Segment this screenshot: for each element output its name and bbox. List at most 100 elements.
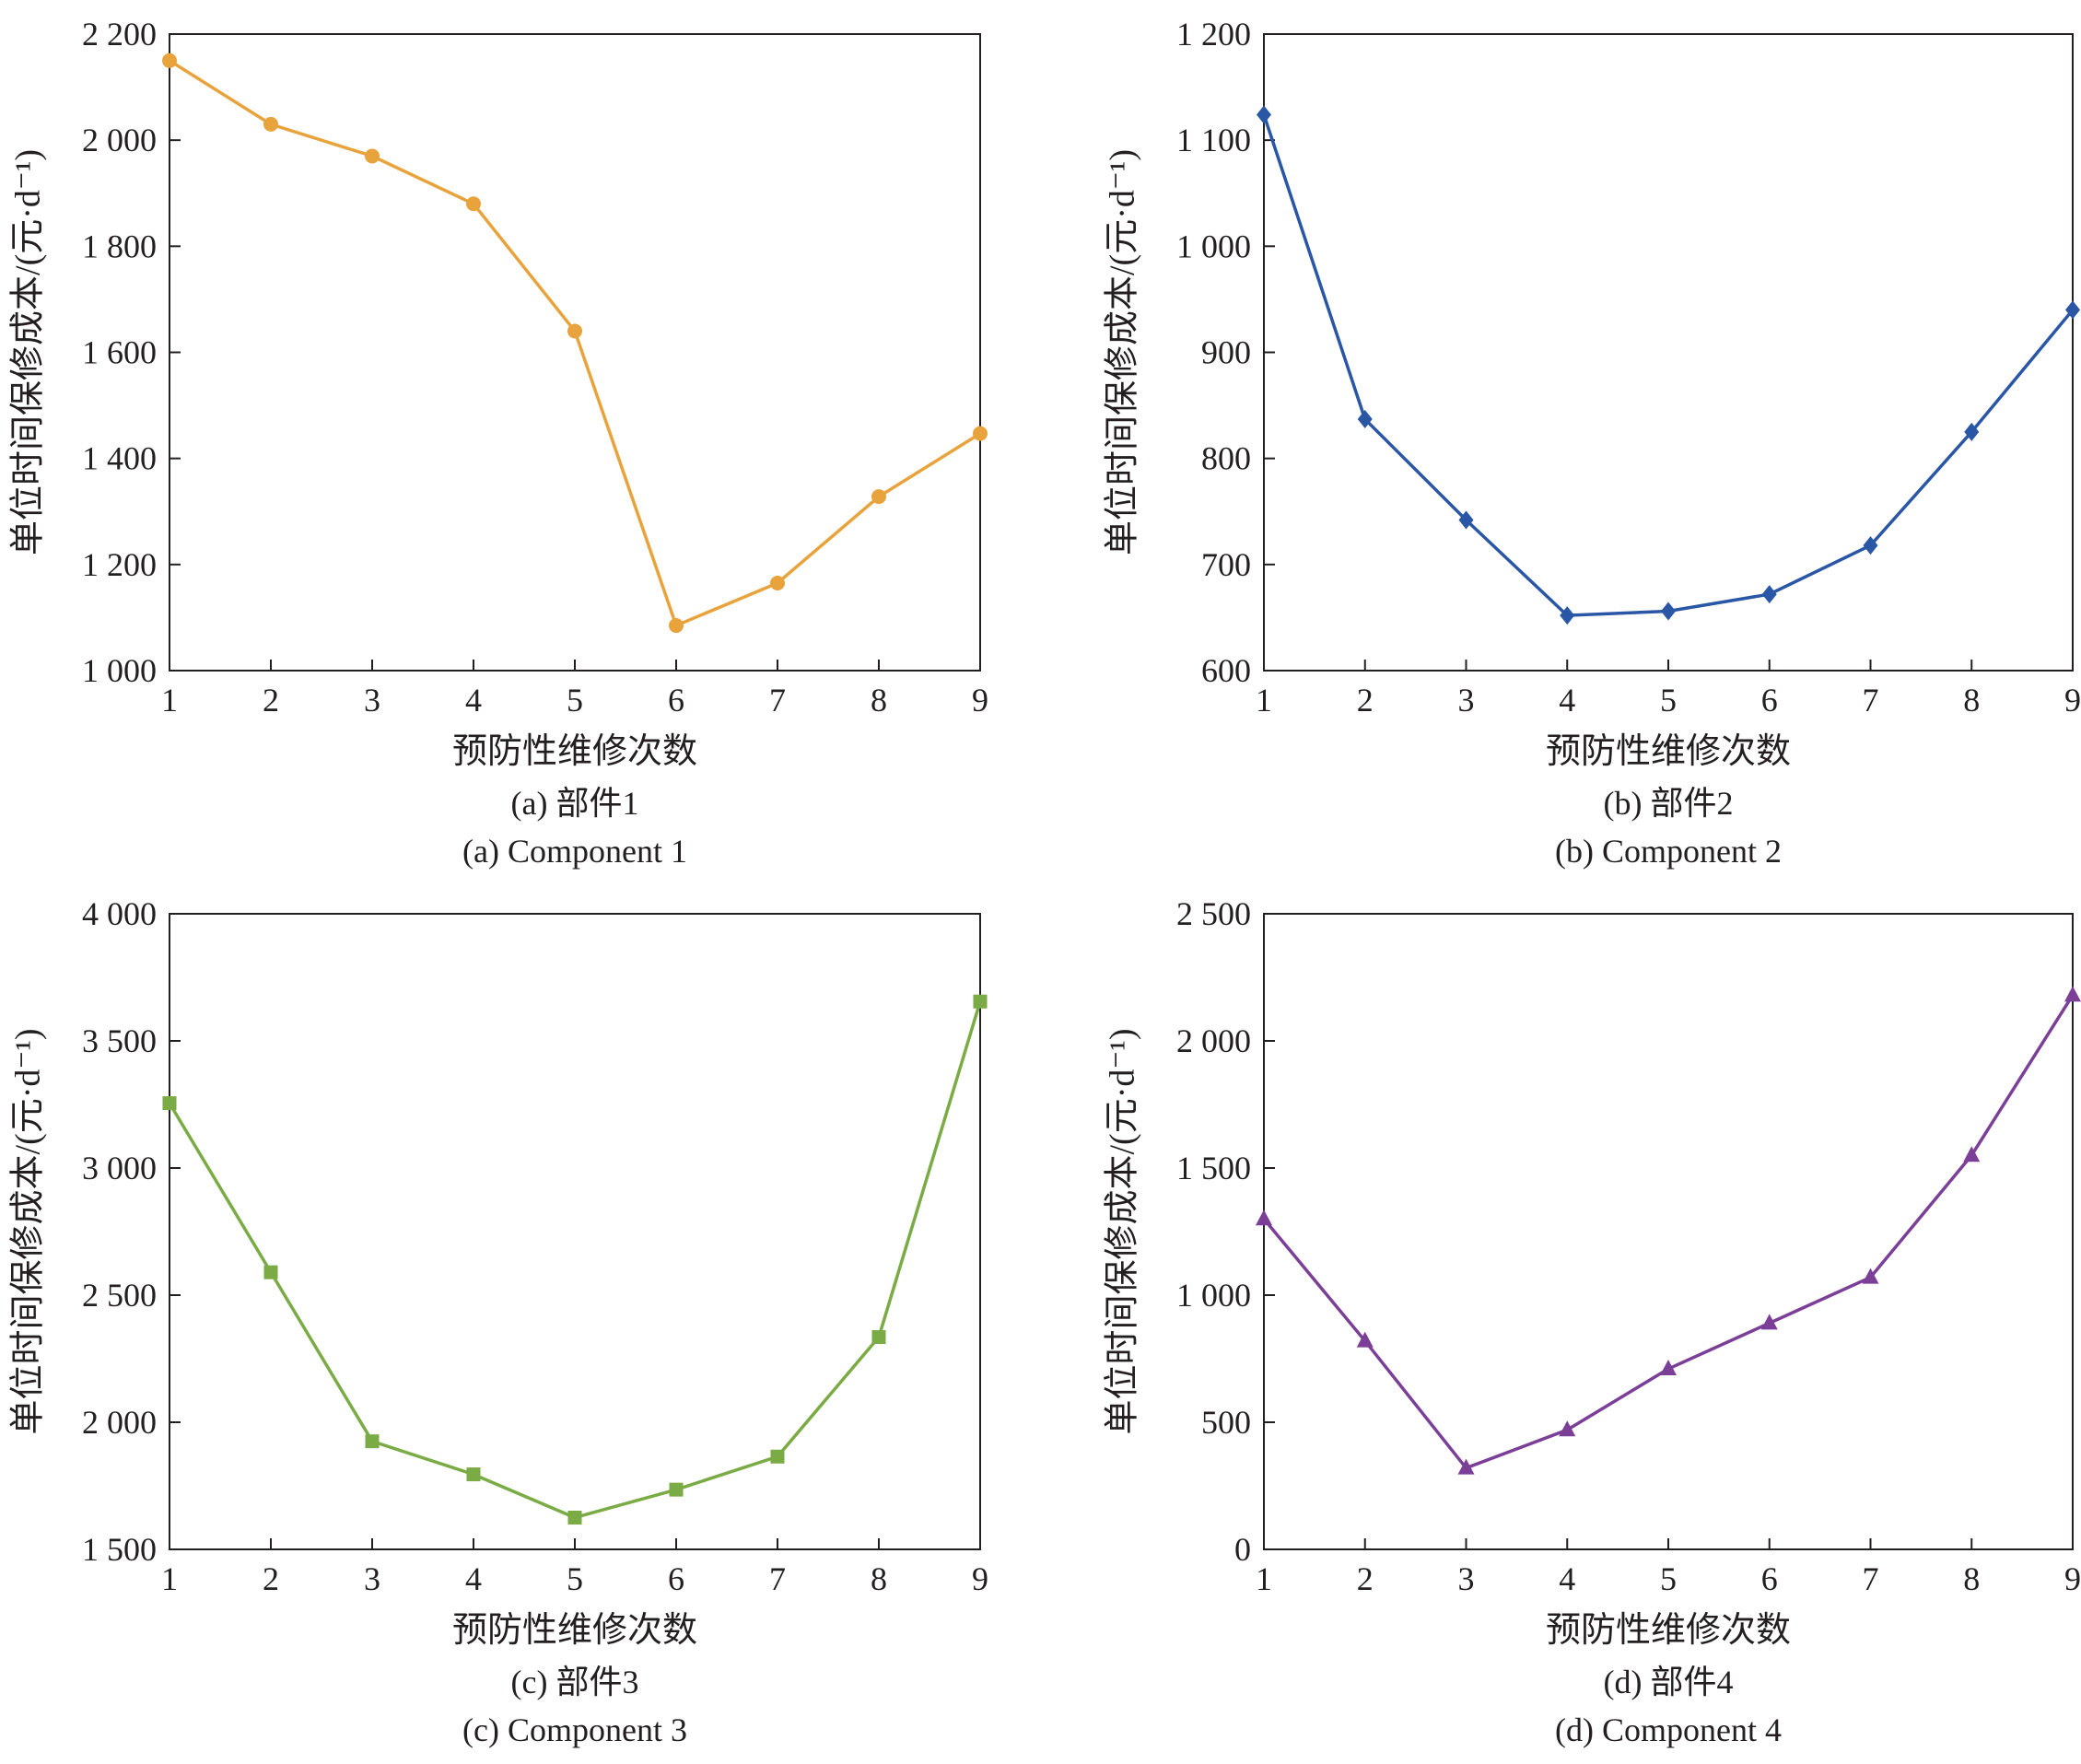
data-point (263, 116, 278, 132)
data-point (1458, 510, 1474, 530)
y-axis-label: 单位时间保修成本/(元·d⁻¹) (9, 1029, 48, 1435)
data-point (1760, 1314, 1778, 1330)
data-point (1357, 410, 1373, 429)
x-tick-label: 4 (465, 1560, 482, 1597)
x-tick-label: 4 (1559, 682, 1575, 718)
x-tick-label: 1 (1256, 682, 1272, 718)
caption-en: (b) Component 2 (1555, 833, 1782, 870)
x-tick-label: 4 (1559, 1560, 1575, 1597)
data-point (770, 1449, 785, 1464)
data-point (770, 575, 785, 590)
y-tick-label: 2 500 (82, 1277, 157, 1314)
x-tick-label: 2 (1357, 682, 1374, 718)
y-axis-label: 单位时间保修成本/(元·d⁻¹) (1104, 149, 1142, 555)
data-point (1660, 1360, 1677, 1376)
y-tick-label: 2 000 (82, 122, 157, 158)
plot-frame (169, 913, 981, 1550)
y-tick-label: 1 500 (82, 1531, 157, 1568)
data-point (567, 1511, 582, 1525)
y-tick-label: 700 (1201, 546, 1251, 583)
chart-panel-2: 600 700 800 900 1 000 1 100 1 200 1 2 3 4 5 6 7 8 9 单位时间… (1104, 16, 2081, 870)
data-point (466, 196, 481, 212)
y-tick-label: 1 500 (1176, 1150, 1251, 1186)
y-tick-label: 3 000 (82, 1150, 157, 1186)
x-tick-label: 7 (1863, 1560, 1879, 1597)
data-point (1863, 536, 1878, 555)
x-tick-label: 6 (668, 1560, 684, 1597)
x-tick-label: 7 (769, 682, 786, 718)
data-point (871, 1330, 886, 1345)
y-tick-label: 1 000 (1176, 1277, 1251, 1314)
x-tick-label: 5 (567, 1560, 583, 1597)
chart-panel-4: 0 500 1 000 1 500 2 000 2 500 1 2 3 4 5 6 7 8 9 单位时间保修成… (1104, 895, 2081, 1748)
y-tick-label: 4 000 (82, 895, 157, 932)
caption-cn: (c) 部件3 (511, 1664, 639, 1700)
data-point (1862, 1268, 1879, 1284)
data-point (1356, 1331, 1374, 1348)
y-tick-label: 2 000 (1176, 1022, 1251, 1059)
data-point (263, 1265, 278, 1279)
x-tick-label: 5 (1660, 1560, 1677, 1597)
x-axis-label: 预防性维修次数 (452, 1611, 697, 1650)
y-tick-label: 1 000 (1176, 228, 1251, 264)
data-point (1963, 1146, 1981, 1162)
y-tick-label: 2 200 (82, 16, 157, 53)
x-tick-label: 9 (2064, 682, 2081, 718)
data-point (162, 1096, 177, 1111)
x-tick-label: 6 (1761, 682, 1778, 718)
data-point (1257, 105, 1271, 124)
y-tick-label: 1 200 (82, 546, 157, 583)
series-line (1262, 994, 2075, 1470)
data-point (1761, 585, 1777, 604)
y-tick-label: 1 100 (1176, 122, 1251, 158)
x-tick-label: 2 (263, 1560, 279, 1597)
data-point (1661, 602, 1676, 621)
chart-panel-1: 1 000 1 200 1 400 1 600 1 800 2 000 2 200 1 2 3 4 5… (9, 16, 988, 870)
y-tick-label: 2 000 (82, 1404, 157, 1441)
series-line (1262, 113, 2075, 617)
x-tick-label: 3 (364, 682, 380, 718)
x-axis-label: 预防性维修次数 (1546, 1611, 1791, 1650)
data-point (973, 426, 988, 441)
caption-cn: (d) 部件4 (1604, 1664, 1734, 1700)
plot-frame (1263, 33, 2074, 672)
data-point (2065, 300, 2080, 320)
data-point (1560, 606, 1575, 625)
y-tick-label: 1 000 (82, 652, 157, 689)
x-tick-label: 6 (668, 682, 684, 718)
series-line (169, 59, 981, 628)
y-tick-label: 800 (1201, 440, 1251, 477)
y-tick-label: 1 800 (82, 228, 157, 264)
series-line (168, 1000, 982, 1520)
data-point (365, 1434, 380, 1449)
x-tick-label: 9 (972, 1560, 988, 1597)
plot-frame (1263, 913, 2074, 1550)
x-tick-label: 5 (567, 682, 583, 718)
y-tick-label: 1 600 (82, 334, 157, 371)
caption-en: (d) Component 4 (1555, 1711, 1782, 1748)
y-tick-label: 3 500 (82, 1022, 157, 1059)
y-tick-label: 1 200 (1176, 16, 1251, 53)
chart-panel-3: 1 500 2 000 2 500 3 000 3 500 4 000 1 2 3 4 5 6 7 8 9 单… (9, 895, 988, 1748)
data-point (1964, 422, 1980, 441)
x-tick-label: 5 (1660, 682, 1677, 718)
x-tick-label: 6 (1761, 1560, 1778, 1597)
data-point (466, 1467, 481, 1482)
data-point (162, 53, 177, 68)
x-tick-label: 9 (972, 682, 988, 718)
data-point (1256, 1209, 1272, 1226)
data-point (669, 618, 684, 634)
x-tick-label: 8 (871, 682, 887, 718)
x-tick-label: 1 (161, 682, 178, 718)
x-tick-label: 3 (364, 1560, 380, 1597)
y-tick-label: 1 400 (82, 440, 157, 477)
x-tick-label: 8 (871, 1560, 887, 1597)
caption-en: (c) Component 3 (462, 1711, 687, 1748)
x-axis-label: 预防性维修次数 (1546, 732, 1791, 771)
y-axis-label: 单位时间保修成本/(元·d⁻¹) (1104, 1029, 1142, 1435)
x-tick-label: 8 (1963, 682, 1980, 718)
y-tick-label: 600 (1201, 652, 1251, 689)
x-tick-label: 7 (769, 1560, 786, 1597)
data-point (871, 489, 886, 505)
data-point (1457, 1458, 1475, 1475)
